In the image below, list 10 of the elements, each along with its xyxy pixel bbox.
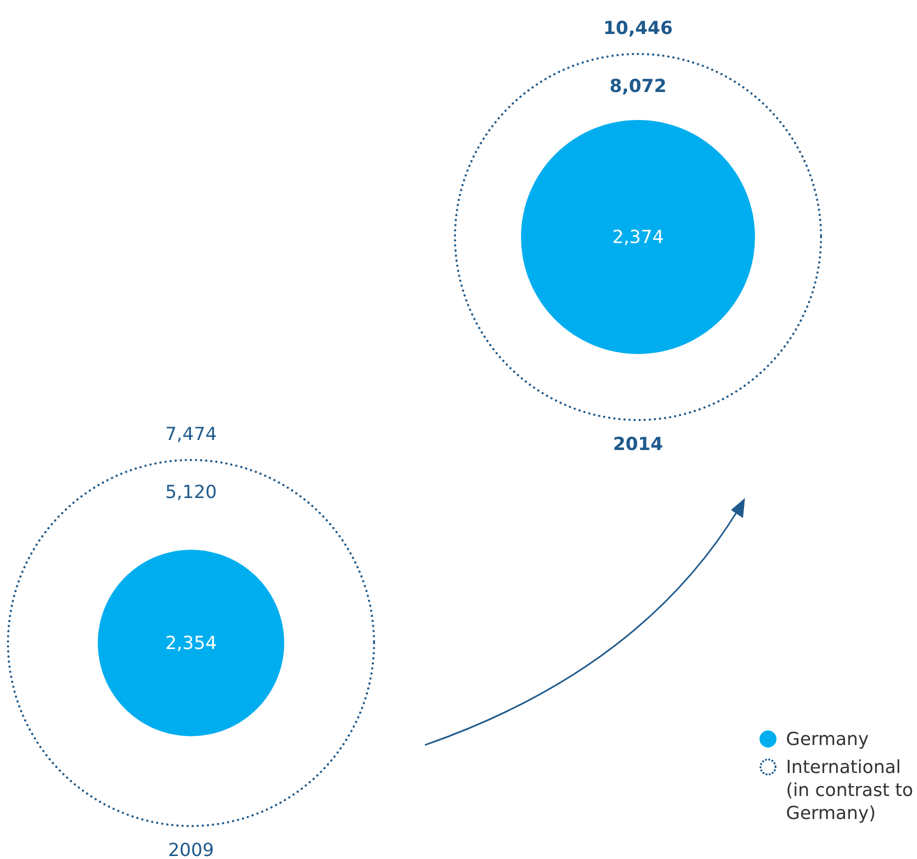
legend-label: International (in contrast to Germany) <box>786 757 914 824</box>
category-label: 2014 <box>612 434 664 455</box>
category-label: 2009 <box>168 840 214 859</box>
data-label: 5,120 <box>165 482 217 503</box>
legend-label: Germany <box>786 729 870 750</box>
text: 10,446 <box>603 18 673 39</box>
data-label: 8,072 <box>610 76 666 97</box>
text: 7,474 <box>165 424 217 445</box>
data-label: 2,354 <box>165 633 217 654</box>
data-label: 2,374 <box>612 227 664 248</box>
